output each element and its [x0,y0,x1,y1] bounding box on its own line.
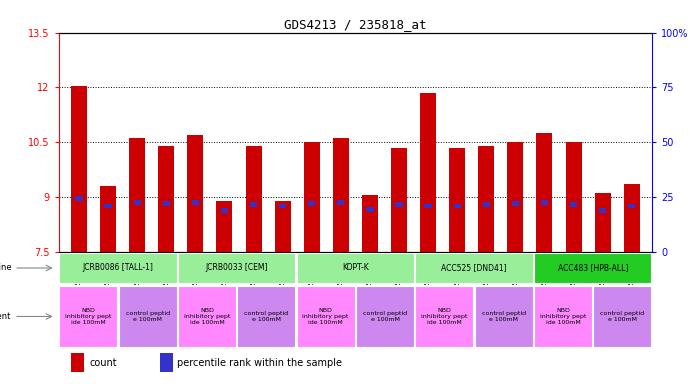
Bar [566,142,582,252]
Text: percentile rank within the sample: percentile rank within the sample [177,358,342,368]
Text: control peptid
e 100mM: control peptid e 100mM [363,311,407,322]
Text: control peptid
e 100mM: control peptid e 100mM [126,311,170,322]
Text: JCRB0086 [TALL-1]: JCRB0086 [TALL-1] [83,263,153,273]
Bar [308,201,315,206]
Bar [104,204,112,209]
Bar [250,202,257,207]
Bar [237,286,295,347]
Bar [221,209,228,213]
Text: ACC525 [DND41]: ACC525 [DND41] [441,263,507,273]
Text: control peptid
e 100mM: control peptid e 100mM [244,311,288,322]
Bar [59,253,177,283]
Bar [449,147,465,252]
Text: control peptid
e 100mM: control peptid e 100mM [482,311,526,322]
Text: NBD
inhibitory pept
ide 100mM: NBD inhibitory pept ide 100mM [184,308,230,325]
Text: count: count [90,358,117,368]
Bar [159,353,172,372]
Bar [507,142,523,252]
Bar [570,202,577,207]
Text: cell line: cell line [0,263,11,273]
Bar [70,353,83,372]
Bar [541,200,548,205]
Bar [415,286,473,347]
Bar [536,133,553,252]
Bar [593,286,651,347]
Bar [71,86,87,252]
Text: control peptid
e 100mM: control peptid e 100mM [600,311,644,322]
Bar [366,207,373,212]
Bar [424,204,432,209]
Bar [297,286,355,347]
Bar [178,253,295,283]
Bar [217,201,233,252]
Text: agent: agent [0,312,11,321]
Bar [415,253,533,283]
Bar [475,286,533,347]
Text: ACC483 [HPB-ALL]: ACC483 [HPB-ALL] [558,263,628,273]
Bar [391,147,407,252]
Bar [119,286,177,347]
Bar [134,200,141,205]
Bar [395,202,403,207]
Bar [478,146,494,252]
Bar [512,201,519,206]
Bar [163,201,170,206]
Text: KOPT-K: KOPT-K [342,263,368,273]
Bar [595,193,611,252]
Bar [59,286,117,347]
Bar [129,139,145,252]
Bar [192,200,199,205]
Bar [624,184,640,252]
Bar [75,196,83,201]
Bar [534,253,651,283]
Text: NBD
inhibitory pept
ide 100mM: NBD inhibitory pept ide 100mM [421,308,468,325]
Text: NBD
inhibitory pept
ide 100mM: NBD inhibitory pept ide 100mM [302,308,349,325]
Text: NBD
inhibitory pept
ide 100mM: NBD inhibitory pept ide 100mM [65,308,112,325]
Bar [279,204,286,209]
Bar [188,135,204,252]
Bar [246,146,262,252]
Bar [337,200,344,205]
Bar [362,195,378,252]
Text: NBD
inhibitory pept
ide 100mM: NBD inhibitory pept ide 100mM [540,308,586,325]
Bar [178,286,236,347]
Bar [100,186,116,252]
Bar [275,201,290,252]
Bar [628,204,635,209]
Title: GDS4213 / 235818_at: GDS4213 / 235818_at [284,18,426,31]
Bar [482,202,490,207]
Bar [304,142,319,252]
Bar [534,286,592,347]
Bar [158,146,175,252]
Bar [356,286,414,347]
Bar [333,139,349,252]
Text: JCRB0033 [CEM]: JCRB0033 [CEM] [206,263,268,273]
Bar [599,209,607,213]
Bar [420,93,436,252]
Bar [453,204,461,209]
Bar [297,253,414,283]
